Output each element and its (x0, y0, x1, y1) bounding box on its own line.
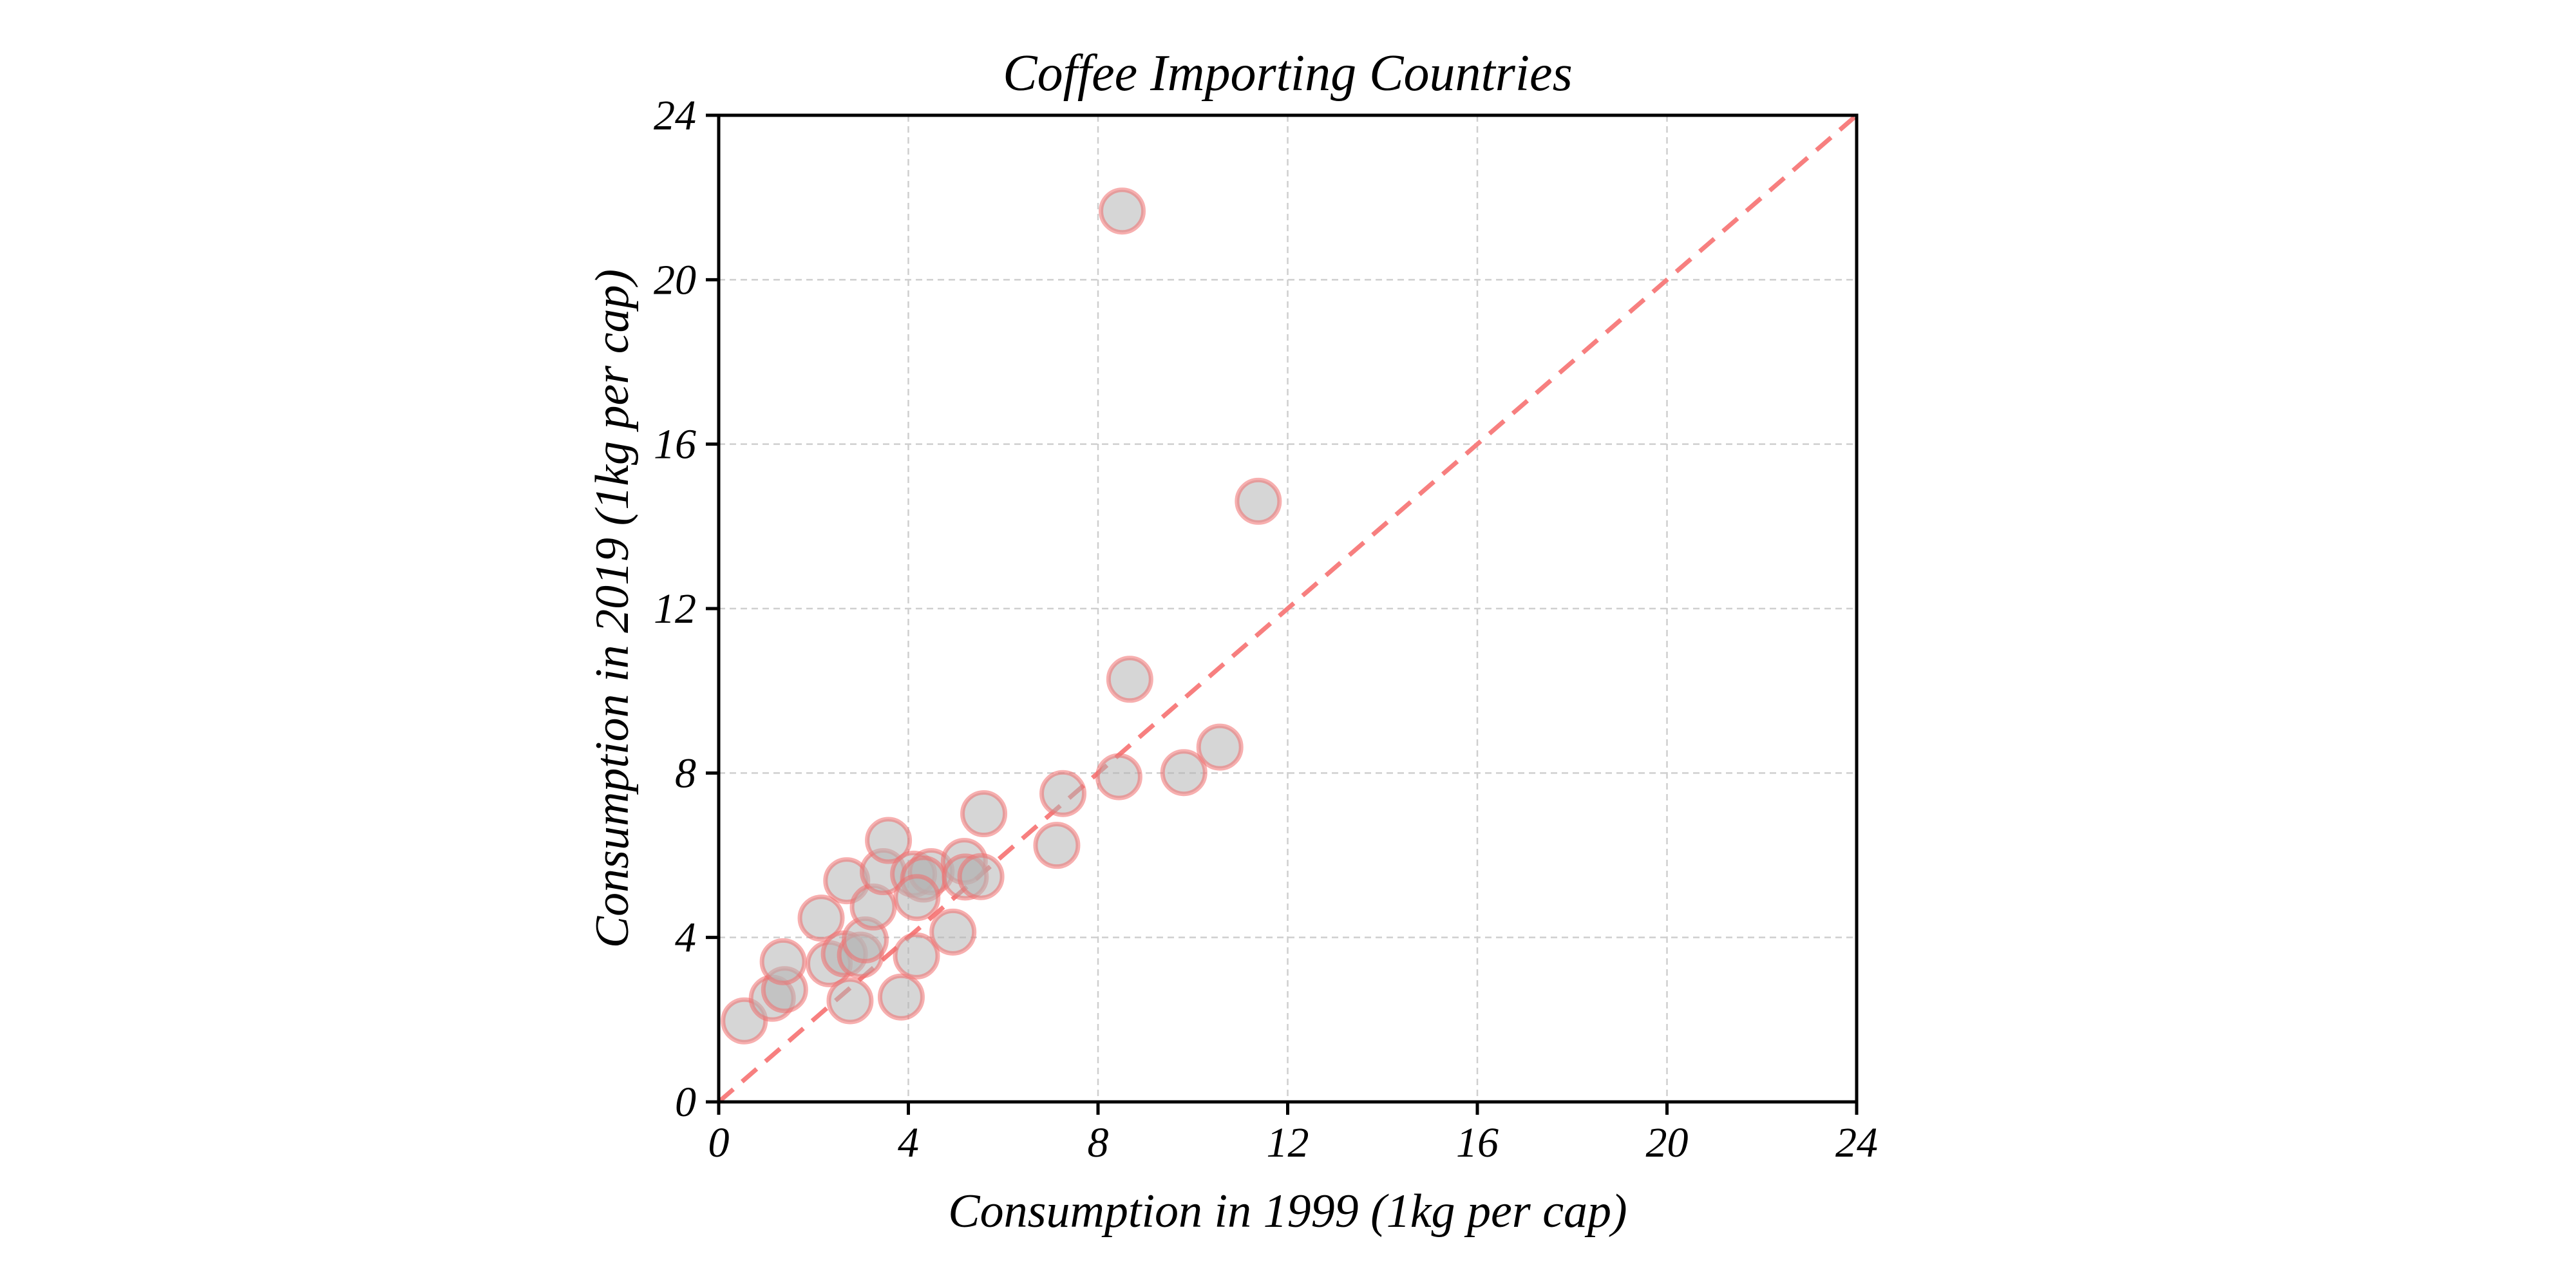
y-tick-label: 24 (654, 92, 696, 139)
data-point (1099, 187, 1146, 235)
x-tick-label: 0 (708, 1119, 730, 1166)
data-point (1033, 822, 1081, 869)
x-axis-label: Consumption in 1999 (1kg per cap) (948, 1185, 1627, 1238)
x-tick-label: 20 (1646, 1119, 1689, 1166)
data-point (1196, 723, 1244, 771)
data-point (893, 874, 941, 922)
data-point (877, 973, 925, 1021)
data-point (893, 932, 940, 980)
y-tick-label: 8 (675, 750, 696, 797)
chart-title: Coffee Importing Countries (1003, 45, 1572, 102)
data-point (1235, 477, 1282, 525)
data-point (1095, 753, 1142, 800)
x-tick-label: 12 (1267, 1119, 1309, 1166)
y-tick-label: 0 (675, 1079, 696, 1126)
data-point (865, 817, 913, 864)
y-tick-label: 4 (675, 914, 696, 961)
data-point (1039, 770, 1087, 817)
data-point (929, 908, 977, 956)
y-tick-label: 12 (654, 585, 696, 632)
x-tick-label: 16 (1456, 1119, 1499, 1166)
x-tick-label: 24 (1835, 1119, 1878, 1166)
data-point (1106, 656, 1153, 703)
y-axis-label: Consumption in 2019 (1kg per cap) (586, 269, 639, 948)
ticks-layer: 0 4 8 12 16 20 24 0 4 8 12 16 20 24 (654, 92, 1878, 1166)
points-layer (721, 187, 1282, 1045)
x-tick-label: 8 (1088, 1119, 1109, 1166)
data-point (960, 790, 1008, 838)
x-tick-label: 4 (898, 1119, 919, 1166)
data-point (759, 938, 807, 985)
data-point (797, 895, 845, 942)
data-point (957, 853, 1005, 900)
data-point (1160, 749, 1208, 797)
data-point (826, 977, 874, 1025)
y-tick-label: 20 (654, 256, 696, 303)
y-tick-label: 16 (654, 421, 696, 468)
